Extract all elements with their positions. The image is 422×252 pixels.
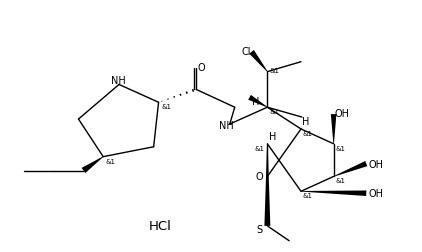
Text: O: O [197,62,205,72]
Text: HCl: HCl [149,219,172,232]
Polygon shape [331,115,336,144]
Polygon shape [301,191,366,196]
Polygon shape [81,157,103,173]
Text: &1: &1 [254,145,265,151]
Polygon shape [249,51,268,73]
Text: &1: &1 [303,193,313,198]
Polygon shape [333,161,367,177]
Text: &1: &1 [269,109,279,115]
Text: Cl: Cl [242,47,252,57]
Text: &1: &1 [335,145,346,151]
Text: &1: &1 [162,104,171,110]
Text: H: H [302,117,310,127]
Text: &1: &1 [303,130,313,136]
Text: &1: &1 [269,67,279,73]
Polygon shape [248,96,268,108]
Text: &1: &1 [335,178,346,184]
Text: NH: NH [111,76,125,86]
Polygon shape [265,144,271,226]
Text: OH: OH [369,159,384,169]
Text: OH: OH [369,188,384,199]
Text: &1: &1 [105,158,115,164]
Text: O: O [256,172,263,182]
Text: H: H [269,131,276,141]
Text: NH: NH [219,120,234,131]
Text: OH: OH [334,109,349,119]
Text: H: H [252,97,259,107]
Text: S: S [257,224,262,234]
